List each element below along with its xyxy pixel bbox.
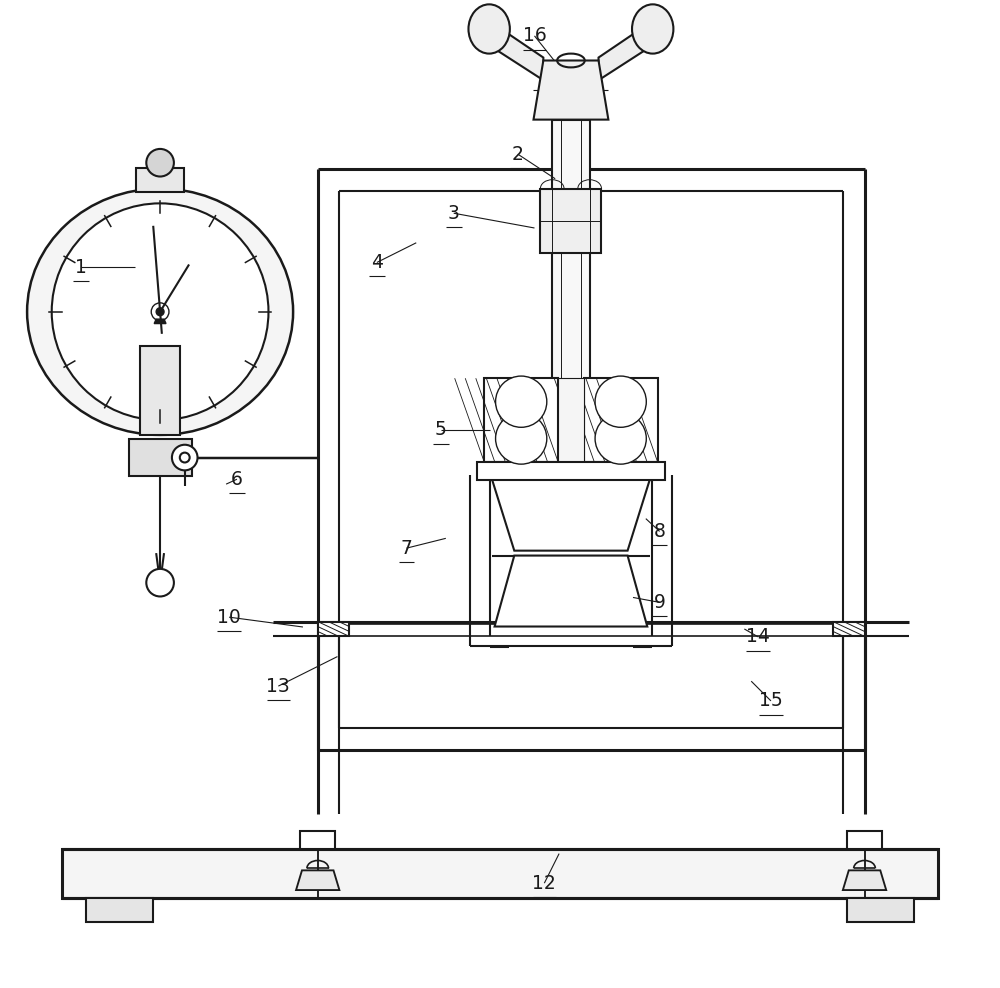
Circle shape: [146, 149, 174, 177]
Circle shape: [595, 413, 646, 464]
Text: 10: 10: [217, 608, 241, 626]
Bar: [847, 831, 882, 849]
Text: 12: 12: [532, 873, 556, 893]
Polygon shape: [492, 480, 650, 550]
Bar: [552, 120, 590, 425]
Polygon shape: [599, 16, 660, 80]
Text: 2: 2: [512, 144, 524, 164]
Polygon shape: [482, 16, 543, 80]
Polygon shape: [495, 555, 647, 626]
Text: 7: 7: [400, 538, 412, 557]
Ellipse shape: [632, 4, 673, 53]
Bar: [833, 621, 865, 636]
Circle shape: [146, 569, 174, 597]
Circle shape: [180, 453, 190, 462]
Text: 16: 16: [523, 27, 546, 45]
Bar: [584, 378, 658, 462]
Text: 8: 8: [654, 522, 666, 541]
Ellipse shape: [52, 204, 268, 420]
Ellipse shape: [27, 189, 293, 435]
Circle shape: [151, 303, 169, 320]
Text: 14: 14: [746, 627, 770, 646]
Polygon shape: [843, 870, 886, 890]
Circle shape: [595, 376, 646, 427]
Text: 6: 6: [231, 469, 243, 489]
Polygon shape: [154, 319, 166, 323]
Text: 13: 13: [266, 677, 290, 696]
Circle shape: [156, 308, 164, 316]
Circle shape: [172, 445, 198, 470]
Ellipse shape: [468, 4, 510, 53]
Bar: [140, 346, 180, 435]
Polygon shape: [296, 870, 339, 890]
Bar: [318, 621, 349, 636]
Circle shape: [496, 413, 547, 464]
Bar: [477, 462, 665, 480]
Bar: [558, 378, 584, 462]
Polygon shape: [533, 60, 608, 120]
Text: 15: 15: [759, 692, 783, 710]
Text: 3: 3: [448, 204, 460, 222]
Text: 9: 9: [654, 593, 666, 612]
Text: 4: 4: [371, 253, 383, 272]
Bar: [62, 849, 938, 898]
Bar: [847, 898, 914, 922]
Bar: [300, 831, 335, 849]
Bar: [86, 898, 153, 922]
Bar: [484, 378, 558, 462]
Circle shape: [496, 376, 547, 427]
Bar: [136, 168, 184, 193]
Text: 5: 5: [435, 421, 447, 440]
Bar: [540, 189, 601, 253]
Text: 1: 1: [75, 258, 87, 277]
Bar: [129, 439, 192, 476]
